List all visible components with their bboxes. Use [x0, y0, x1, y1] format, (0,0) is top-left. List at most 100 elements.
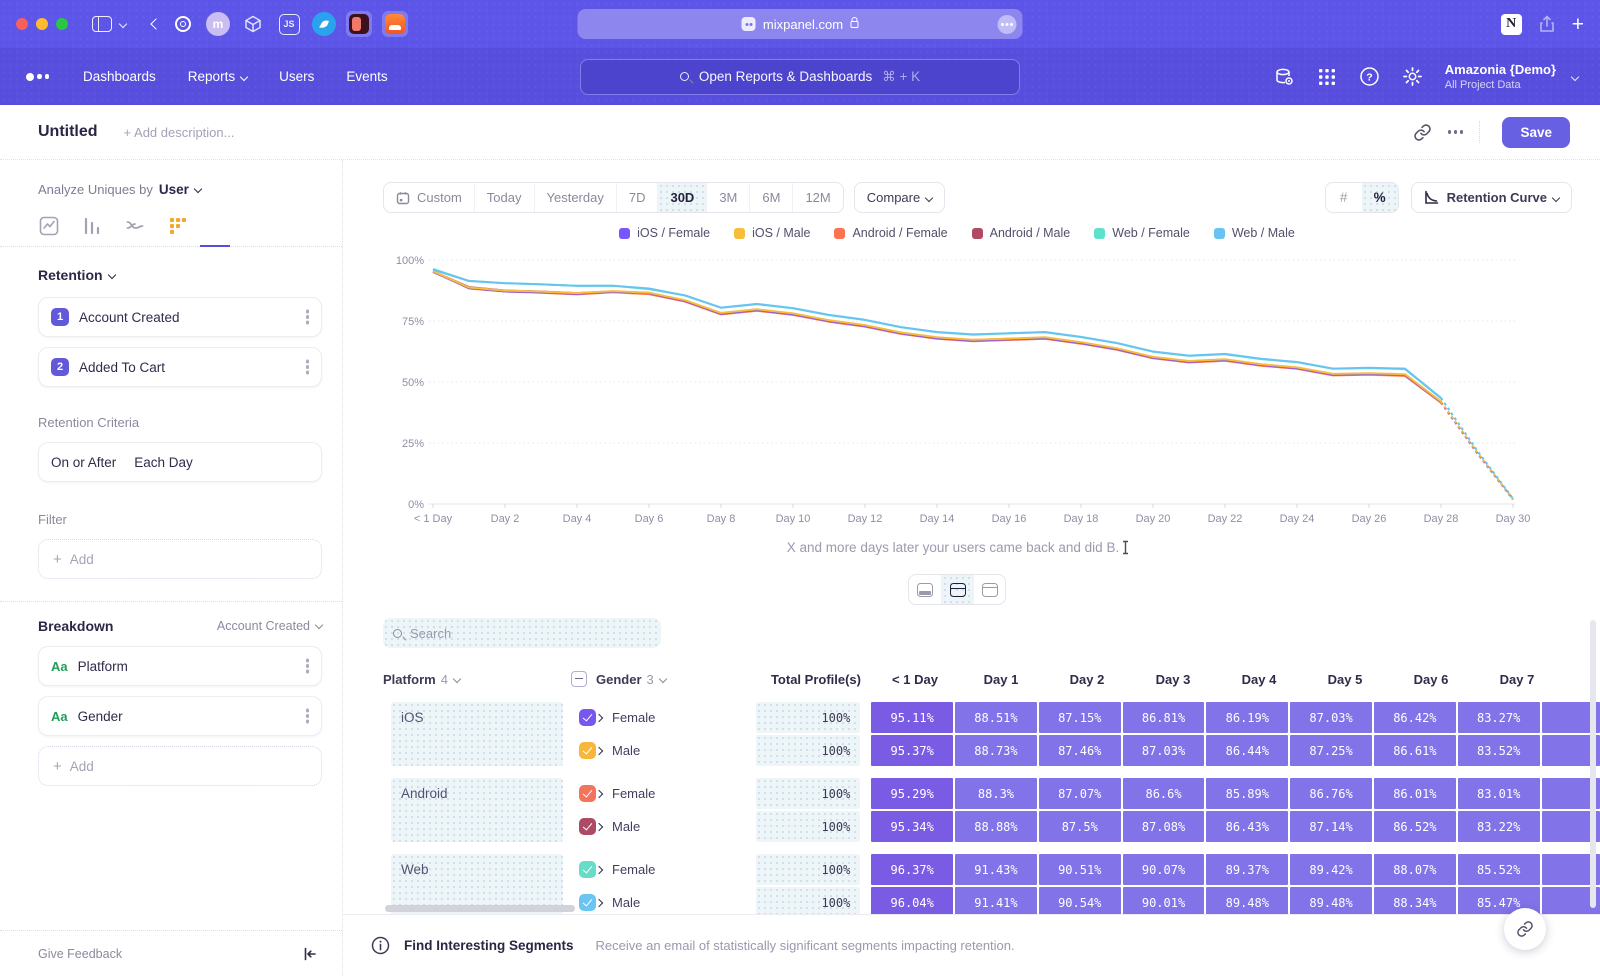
- retention-value-cell[interactable]: 86.6%: [1123, 778, 1205, 809]
- give-feedback-link[interactable]: Give Feedback: [38, 947, 122, 961]
- range-3m[interactable]: 3M: [706, 183, 749, 212]
- legend-item[interactable]: iOS / Male: [734, 226, 810, 240]
- percent-unit-button[interactable]: %: [1362, 183, 1398, 212]
- extension-reader-icon[interactable]: [346, 11, 372, 37]
- retention-value-cell[interactable]: 88.73%: [955, 735, 1037, 766]
- range-today[interactable]: Today: [474, 183, 534, 212]
- count-unit-button[interactable]: #: [1326, 183, 1362, 212]
- retention-criteria-card[interactable]: On or After Each Day: [38, 442, 322, 482]
- nav-users[interactable]: Users: [279, 69, 314, 84]
- retention-value-cell[interactable]: 88.51%: [955, 702, 1037, 733]
- column-platform[interactable]: Platform4: [383, 672, 571, 687]
- close-window-button[interactable]: [16, 18, 28, 30]
- zoom-window-button[interactable]: [56, 18, 68, 30]
- retention-value-cell[interactable]: 83.52%: [1458, 735, 1540, 766]
- retention-value-cell[interactable]: 90.07%: [1123, 854, 1205, 885]
- global-search-input[interactable]: Open Reports & Dashboards ⌘ + K: [580, 59, 1020, 95]
- select-all-checkbox[interactable]: [571, 671, 587, 687]
- retention-value-cell[interactable]: 86.43%: [1206, 811, 1288, 842]
- extension-cube-icon[interactable]: [240, 11, 266, 37]
- retention-value-cell[interactable]: 87.15%: [1039, 702, 1121, 733]
- analyze-entity-dropdown[interactable]: User: [159, 182, 201, 197]
- retention-value-cell[interactable]: 87.46%: [1039, 735, 1121, 766]
- retention-value-cell[interactable]: 87.03%: [1290, 702, 1372, 733]
- range-custom[interactable]: Custom: [384, 183, 474, 212]
- platform-cell[interactable]: iOS: [391, 702, 563, 766]
- chart-type-dropdown[interactable]: Retention Curve: [1411, 182, 1572, 213]
- sidebar-toggle-button[interactable]: [92, 16, 126, 32]
- retention-value-cell[interactable]: 86.44%: [1206, 735, 1288, 766]
- expand-row-icon[interactable]: [595, 713, 603, 721]
- legend-item[interactable]: Android / Female: [834, 226, 947, 240]
- retention-value-cell[interactable]: 91.43%: [955, 854, 1037, 885]
- expand-row-icon[interactable]: [595, 898, 603, 906]
- tab-insights[interactable]: [38, 215, 60, 237]
- account-switcher[interactable]: Amazonia {Demo} All Project Data: [1445, 62, 1578, 90]
- nav-dashboards[interactable]: Dashboards: [83, 69, 156, 84]
- breakdown-options-icon[interactable]: [306, 714, 310, 718]
- apps-grid-icon[interactable]: [1317, 67, 1337, 87]
- retention-value-cell[interactable]: 89.42%: [1290, 854, 1372, 885]
- retention-value-cell[interactable]: 89.37%: [1206, 854, 1288, 885]
- share-icon[interactable]: [1538, 15, 1556, 33]
- save-button[interactable]: Save: [1502, 117, 1570, 148]
- column-gender[interactable]: Gender3: [571, 671, 755, 687]
- legend-item[interactable]: iOS / Female: [619, 226, 710, 240]
- table-search-input[interactable]: Search: [383, 618, 661, 648]
- expand-row-icon[interactable]: [595, 822, 603, 830]
- notion-app-icon[interactable]: N: [1501, 14, 1522, 35]
- extension-bird-icon[interactable]: [312, 12, 336, 36]
- retention-value-cell[interactable]: 88.88%: [955, 811, 1037, 842]
- retention-value-cell[interactable]: 87.5%: [1039, 811, 1121, 842]
- compare-button[interactable]: Compare: [854, 182, 945, 213]
- expand-row-icon[interactable]: [595, 865, 603, 873]
- retention-value-cell[interactable]: 83.01%: [1458, 778, 1540, 809]
- retention-line-chart[interactable]: 0%25%50%75%100%< 1 DayDay 2Day 4Day 6Day…: [383, 248, 1531, 528]
- column-day5[interactable]: Day 5: [1303, 672, 1387, 687]
- series-line-projected[interactable]: [1441, 402, 1513, 500]
- retention-value-cell[interactable]: 86.52%: [1374, 811, 1456, 842]
- retention-step-a[interactable]: 1 Account Created: [38, 297, 322, 337]
- retention-value-cell[interactable]: 95.37%: [871, 735, 953, 766]
- breakdown-scope-dropdown[interactable]: Account Created: [217, 619, 322, 633]
- retention-value-cell[interactable]: 87.14%: [1290, 811, 1372, 842]
- add-filter-button[interactable]: +Add: [38, 539, 322, 579]
- copy-link-icon[interactable]: [1413, 123, 1432, 142]
- back-button[interactable]: [146, 20, 160, 28]
- help-icon[interactable]: ?: [1359, 66, 1380, 87]
- collapse-sidebar-icon[interactable]: [302, 946, 318, 962]
- column-day3[interactable]: Day 3: [1131, 672, 1215, 687]
- retention-step-b[interactable]: 2 Added To Cart: [38, 347, 322, 387]
- retention-value-cell[interactable]: 86.42%: [1374, 702, 1456, 733]
- column-day7[interactable]: Day 7: [1475, 672, 1559, 687]
- retention-value-cell[interactable]: 86.01%: [1374, 778, 1456, 809]
- view-chart-only-button[interactable]: [909, 575, 941, 604]
- extension-soundcloud-icon[interactable]: [382, 11, 408, 37]
- breakdown-gender[interactable]: Aa Gender: [38, 696, 322, 736]
- new-tab-icon[interactable]: +: [1572, 14, 1584, 35]
- report-title[interactable]: Untitled: [38, 123, 98, 141]
- retention-value-cell[interactable]: 95.34%: [871, 811, 953, 842]
- segments-title[interactable]: Find Interesting Segments: [404, 938, 574, 953]
- platform-cell[interactable]: Android: [391, 778, 563, 842]
- column-total-profiles[interactable]: Total Profile(s): [755, 672, 871, 687]
- add-breakdown-button[interactable]: +Add: [38, 746, 322, 786]
- retention-value-cell[interactable]: 96.37%: [871, 854, 953, 885]
- settings-gear-icon[interactable]: [1402, 66, 1423, 87]
- retention-value-cell[interactable]: 83.27%: [1458, 702, 1540, 733]
- report-description-placeholder[interactable]: + Add description...: [124, 125, 235, 140]
- retention-value-cell[interactable]: 86.76%: [1290, 778, 1372, 809]
- more-actions-icon[interactable]: [1454, 130, 1458, 134]
- horizontal-scrollbar[interactable]: [385, 905, 575, 912]
- retention-value-cell[interactable]: 95.29%: [871, 778, 953, 809]
- retention-value-cell[interactable]: 87.03%: [1123, 735, 1205, 766]
- view-table-only-button[interactable]: [973, 575, 1005, 604]
- series-line[interactable]: [433, 270, 1441, 398]
- expand-row-icon[interactable]: [595, 746, 603, 754]
- retention-value-cell[interactable]: 83.22%: [1458, 811, 1540, 842]
- breakdown-options-icon[interactable]: [306, 664, 310, 668]
- address-bar[interactable]: mixpanel.com: [578, 9, 1023, 39]
- retention-value-cell[interactable]: 95.11%: [871, 702, 953, 733]
- tab-retention[interactable]: [167, 215, 189, 237]
- expand-row-icon[interactable]: [595, 789, 603, 797]
